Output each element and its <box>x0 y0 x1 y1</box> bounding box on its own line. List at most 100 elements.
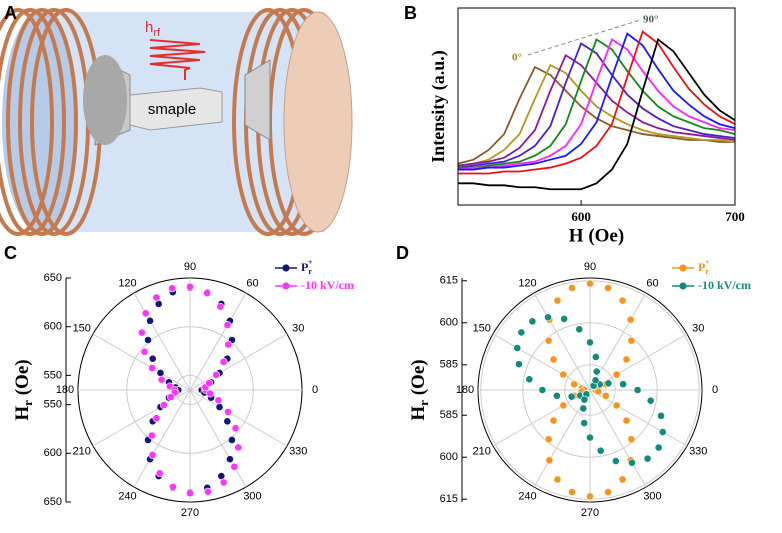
intensity-curve <box>457 38 736 171</box>
data-point <box>186 489 194 498</box>
angle-tick-label: 210 <box>473 445 491 457</box>
angle-guide <box>527 19 641 56</box>
data-point <box>643 454 652 463</box>
angle-tick-label: 30 <box>292 322 304 334</box>
data-point <box>618 475 627 484</box>
legend-marker <box>282 282 290 290</box>
sample-box <box>129 87 223 131</box>
radial-tick-label: 615 <box>440 493 458 505</box>
data-point <box>528 317 537 326</box>
angle-tick-label: 30 <box>692 322 704 334</box>
radial-tick-label: 650 <box>44 496 62 508</box>
x-tick-label: 600 <box>571 209 591 224</box>
data-point <box>157 375 166 384</box>
data-point <box>219 478 228 487</box>
data-point <box>169 482 177 491</box>
y-label-main: H <box>12 406 33 421</box>
legend-sup: + <box>308 258 313 267</box>
data-point <box>156 369 165 377</box>
intensity-curve <box>457 63 736 167</box>
data-point <box>604 379 613 388</box>
angle-tick-label: 270 <box>581 507 599 519</box>
legend-marker <box>679 264 687 272</box>
data-point <box>622 355 631 364</box>
angle-tick-label: 60 <box>246 277 258 289</box>
angle-tick-label: 240 <box>518 490 536 502</box>
x-tick-label: 700 <box>725 209 745 224</box>
angle-grid-line <box>92 389 191 447</box>
panel-label: D <box>396 243 409 263</box>
data-point <box>575 325 584 334</box>
radial-tick-label: 600 <box>44 321 62 333</box>
angle-grid-line <box>189 333 288 391</box>
data-point <box>544 435 553 444</box>
data-point <box>226 455 234 464</box>
data-point <box>586 433 594 442</box>
data-point <box>212 371 221 379</box>
data-point <box>544 313 552 322</box>
data-point <box>568 284 576 292</box>
data-point <box>622 416 631 425</box>
data-point <box>549 355 558 364</box>
plot-frame <box>457 7 736 206</box>
data-point <box>553 391 561 400</box>
data-point <box>626 315 635 324</box>
annotation: 0° <box>512 52 522 64</box>
data-point <box>152 414 161 423</box>
data-point <box>159 401 168 409</box>
radial-tick-label: 600 <box>440 317 458 329</box>
radial-tick-label: 550 <box>44 369 62 381</box>
data-point <box>223 417 232 426</box>
radial-tick-label: 600 <box>44 447 62 459</box>
angle-grid-line <box>589 389 647 488</box>
panel-a: hrf smaple A <box>0 3 353 236</box>
intensity-curve <box>457 65 735 165</box>
data-point <box>168 284 176 293</box>
angle-tick-label: 300 <box>643 490 661 502</box>
left-cone-face <box>83 55 127 145</box>
angle-tick-label: 180 <box>56 384 74 396</box>
y-label-sub: r <box>20 400 35 406</box>
data-point <box>148 451 157 459</box>
intensity-curve <box>458 38 736 191</box>
data-point <box>612 370 621 379</box>
angle-tick-label: 300 <box>243 490 261 502</box>
legend-marker <box>282 264 290 272</box>
data-point <box>538 386 547 394</box>
data-point <box>601 391 610 400</box>
data-point <box>591 376 600 385</box>
data-point <box>549 416 558 425</box>
data-point <box>545 456 554 465</box>
sample-label: smaple <box>148 101 196 118</box>
radial-tick-label: 585 <box>440 409 458 421</box>
data-point <box>517 328 526 337</box>
data-point <box>204 487 212 496</box>
data-point <box>560 315 569 323</box>
angle-grid-line <box>189 292 247 391</box>
data-point <box>646 396 655 405</box>
angle-tick-label: 330 <box>289 445 307 457</box>
data-point <box>658 428 667 436</box>
angle-grid-line <box>189 389 288 447</box>
angle-tick-label: 0 <box>712 384 718 396</box>
data-point <box>147 431 156 440</box>
legend-label: Pr+ <box>698 258 710 276</box>
right-cone <box>244 59 271 141</box>
radial-tick-label: 585 <box>440 359 458 371</box>
data-point <box>215 403 224 411</box>
intensity-curve <box>458 30 736 175</box>
radial-tick-label: 650 <box>44 272 62 284</box>
data-point <box>586 492 594 501</box>
data-point <box>591 353 600 361</box>
x-axis-label: H (Oe) <box>569 225 624 246</box>
data-point <box>559 401 568 410</box>
data-point <box>230 462 239 471</box>
data-point <box>148 364 156 372</box>
data-point <box>206 389 215 398</box>
angle-tick-label: 90 <box>584 261 596 273</box>
angle-tick-label: 90 <box>184 261 196 273</box>
legend-sub: r <box>308 267 312 276</box>
legend-sub: r <box>705 267 709 276</box>
data-point <box>633 386 642 394</box>
data-point <box>628 458 636 467</box>
